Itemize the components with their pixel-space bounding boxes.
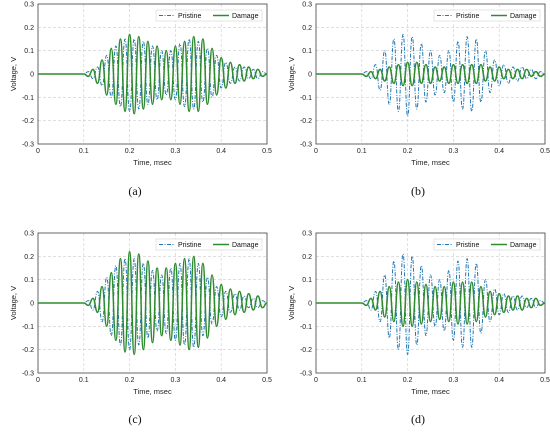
y-tick-label: -0.2 bbox=[22, 347, 34, 354]
x-tick-label: 0.2 bbox=[125, 148, 135, 155]
x-tick-label: 0.3 bbox=[449, 148, 459, 155]
x-tick-label: 0.2 bbox=[125, 377, 135, 384]
y-tick-label: -0.2 bbox=[300, 347, 312, 354]
x-tick-label: 0.5 bbox=[540, 148, 550, 155]
panel-caption: (c) bbox=[128, 412, 141, 426]
y-tick-label: -0.2 bbox=[300, 118, 312, 125]
x-axis-label: Time, msec bbox=[411, 387, 450, 396]
y-tick-label: -0.3 bbox=[22, 142, 34, 149]
series-line-pristine bbox=[316, 253, 546, 355]
y-tick-label: -0.2 bbox=[22, 118, 34, 125]
legend-label: Pristine bbox=[456, 242, 479, 249]
x-tick-label: 0.4 bbox=[216, 148, 226, 155]
legend-label: Damage bbox=[232, 242, 259, 249]
y-tick-label: -0.1 bbox=[22, 324, 34, 331]
x-tick-label: 0.5 bbox=[540, 377, 550, 384]
legend-label: Damage bbox=[232, 13, 259, 20]
y-tick-label: 0.3 bbox=[24, 231, 34, 238]
x-tick-label: 0.1 bbox=[357, 377, 367, 384]
legend-box bbox=[433, 9, 541, 22]
legend-label: Pristine bbox=[178, 242, 201, 249]
y-tick-label: 0 bbox=[30, 72, 34, 79]
x-tick-label: 0.1 bbox=[357, 148, 367, 155]
legend-box bbox=[155, 9, 263, 22]
series-line-pristine bbox=[316, 33, 546, 117]
panel-caption: (a) bbox=[128, 184, 141, 198]
y-tick-label: 0.1 bbox=[24, 277, 34, 284]
y-tick-label: 0.1 bbox=[302, 277, 312, 284]
legend-label: Pristine bbox=[178, 13, 201, 20]
x-tick-label: 0 bbox=[36, 377, 40, 384]
legend-label: Pristine bbox=[456, 13, 479, 20]
x-tick-label: 0.3 bbox=[171, 377, 181, 384]
x-tick-label: 0.3 bbox=[171, 148, 181, 155]
x-tick-label: 0.2 bbox=[403, 377, 413, 384]
x-tick-label: 0.3 bbox=[449, 377, 459, 384]
y-axis-label: Voltage, V bbox=[9, 286, 18, 320]
chart-panel-1: 0.30.20.10-0.1-0.2-0.30 0.1 0.2 0.3 0.4 0.5Pr… bbox=[9, 2, 272, 199]
y-tick-label: 0.3 bbox=[302, 231, 312, 238]
series-line-damage bbox=[316, 278, 546, 328]
x-tick-label: 0 bbox=[36, 148, 40, 155]
y-axis-label: Voltage, V bbox=[287, 286, 296, 320]
chart-panel-4: 0.30.20.10-0.1-0.2-0.30 0.1 0.2 0.3 0.4 0.5Pr… bbox=[287, 231, 550, 427]
series-line-pristine bbox=[38, 38, 268, 112]
y-tick-label: 0.2 bbox=[302, 25, 312, 32]
y-tick-label: 0.3 bbox=[302, 2, 312, 9]
y-tick-label: 0.2 bbox=[24, 25, 34, 32]
panel-caption: (b) bbox=[411, 184, 425, 198]
x-tick-label: 0.4 bbox=[216, 377, 226, 384]
panel-caption: (d) bbox=[411, 412, 425, 426]
y-axis-label: Voltage, V bbox=[287, 57, 296, 91]
x-tick-label: 0.1 bbox=[79, 377, 89, 384]
x-tick-label: 0.2 bbox=[403, 148, 413, 155]
chart-panel-2: 0.30.20.10-0.1-0.2-0.30 0.1 0.2 0.3 0.4 0.5Pr… bbox=[287, 2, 550, 199]
y-tick-label: 0 bbox=[308, 72, 312, 79]
y-axis-label: Voltage, V bbox=[9, 57, 18, 91]
legend-label: Damage bbox=[510, 13, 537, 20]
series-line-damage bbox=[38, 33, 268, 115]
x-tick-label: 0.5 bbox=[262, 377, 272, 384]
x-tick-label: 0 bbox=[314, 377, 318, 384]
y-tick-label: -0.3 bbox=[300, 142, 312, 149]
y-tick-label: 0.2 bbox=[24, 254, 34, 261]
legend-label: Damage bbox=[510, 242, 537, 249]
y-tick-label: 0 bbox=[308, 301, 312, 308]
legend-box bbox=[155, 238, 263, 251]
series-line-pristine bbox=[38, 258, 268, 351]
y-tick-label: 0.3 bbox=[24, 2, 34, 9]
x-tick-label: 0 bbox=[314, 148, 318, 155]
y-tick-label: 0.2 bbox=[302, 254, 312, 261]
y-tick-label: -0.3 bbox=[22, 371, 34, 378]
y-tick-label: -0.1 bbox=[300, 324, 312, 331]
y-tick-label: -0.3 bbox=[300, 371, 312, 378]
y-tick-label: 0 bbox=[30, 301, 34, 308]
x-axis-label: Time, msec bbox=[133, 387, 172, 396]
legend-box bbox=[433, 238, 541, 251]
y-tick-label: -0.1 bbox=[300, 95, 312, 102]
x-tick-label: 0.1 bbox=[79, 148, 89, 155]
series-line-damage bbox=[38, 250, 268, 356]
chart-panel-3: 0.30.20.10-0.1-0.2-0.30 0.1 0.2 0.3 0.4 0.5Pr… bbox=[9, 231, 272, 427]
x-tick-label: 0.5 bbox=[262, 148, 272, 155]
x-axis-label: Time, msec bbox=[133, 158, 172, 167]
y-tick-label: 0.1 bbox=[24, 48, 34, 55]
x-tick-label: 0.4 bbox=[494, 148, 504, 155]
y-tick-label: -0.1 bbox=[22, 95, 34, 102]
x-tick-label: 0.4 bbox=[494, 377, 504, 384]
series-line-damage bbox=[316, 61, 546, 87]
y-tick-label: 0.1 bbox=[302, 48, 312, 55]
x-axis-label: Time, msec bbox=[411, 158, 450, 167]
